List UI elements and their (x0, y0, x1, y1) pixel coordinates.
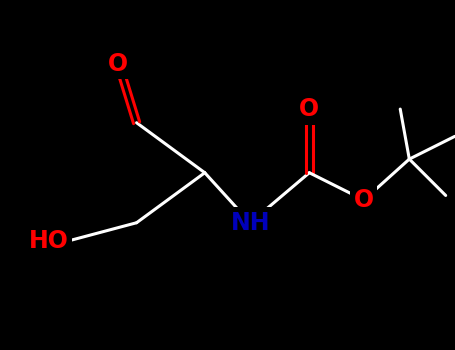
Text: O: O (299, 97, 319, 121)
Text: NH: NH (231, 211, 270, 235)
Text: HO: HO (29, 229, 68, 253)
Text: O: O (354, 188, 374, 212)
Text: O: O (108, 52, 128, 76)
